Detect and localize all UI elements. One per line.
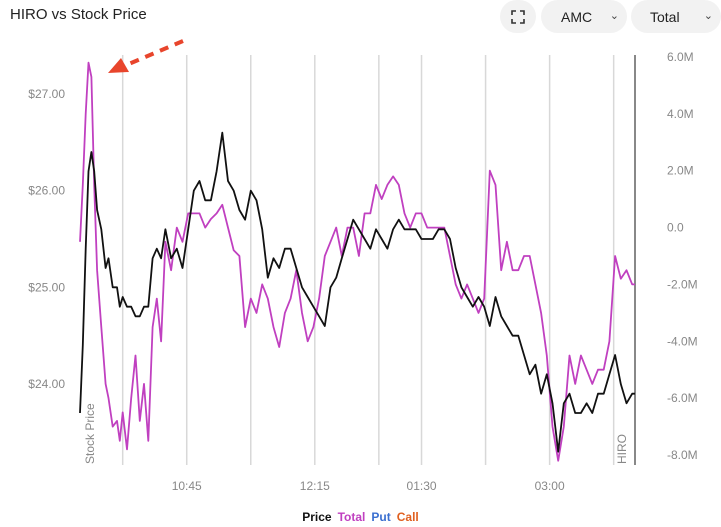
x-tick-label: 01:30 bbox=[407, 479, 437, 493]
legend: Price Total Put Call bbox=[0, 510, 721, 524]
right-axis-label: HIRO bbox=[615, 434, 629, 464]
series-line-price bbox=[79, 131, 635, 453]
ticker-select-value: AMC bbox=[561, 8, 593, 25]
y-right-tick-label: -8.0M bbox=[667, 448, 698, 462]
y-right-tick-label: -2.0M bbox=[667, 277, 698, 291]
ticker-select[interactable]: AMC ⌄ bbox=[541, 0, 627, 33]
x-tick-label: 12:15 bbox=[300, 479, 330, 493]
y-left-ticks: $27.00 $26.00 $25.00 $24.00 bbox=[28, 87, 65, 391]
chevron-down-icon: ⌄ bbox=[609, 10, 619, 22]
legend-item-call[interactable]: Call bbox=[396, 510, 419, 524]
expand-button[interactable] bbox=[500, 0, 536, 33]
x-tick-label: 10:45 bbox=[172, 479, 202, 493]
y-right-ticks: 6.0M 4.0M 2.0M 0.0 -2.0M -4.0M -6.0M -8.0M bbox=[667, 50, 698, 462]
y-left-tick-label: $25.00 bbox=[28, 280, 65, 294]
mode-select[interactable]: Total ⌄ bbox=[631, 0, 721, 33]
y-right-tick-label: -6.0M bbox=[667, 391, 698, 405]
legend-item-put[interactable]: Put bbox=[371, 510, 391, 524]
y-right-tick-label: 6.0M bbox=[667, 50, 694, 64]
chevron-down-icon: ⌄ bbox=[703, 10, 713, 22]
legend-item-total[interactable]: Total bbox=[337, 510, 366, 524]
y-right-tick-label: 2.0M bbox=[667, 164, 694, 178]
x-tick-label: 03:00 bbox=[535, 479, 565, 493]
y-left-tick-label: $24.00 bbox=[28, 377, 65, 391]
y-right-tick-label: 0.0 bbox=[667, 221, 684, 235]
left-axis-label: Stock Price bbox=[83, 403, 97, 464]
y-right-tick-label: -4.0M bbox=[667, 334, 698, 348]
series-line-total bbox=[79, 61, 635, 462]
y-left-tick-label: $26.00 bbox=[28, 184, 65, 198]
y-left-tick-label: $27.00 bbox=[28, 87, 65, 101]
chart-title: HIRO vs Stock Price bbox=[10, 6, 147, 23]
x-ticks: 10:45 12:15 01:30 03:00 bbox=[172, 479, 565, 493]
y-right-tick-label: 4.0M bbox=[667, 107, 694, 121]
expand-icon bbox=[511, 9, 525, 24]
annotation-arrow bbox=[108, 39, 184, 73]
grid-lines bbox=[121, 55, 636, 465]
series-lines bbox=[79, 61, 635, 462]
legend-item-price[interactable]: Price bbox=[302, 510, 332, 524]
mode-select-value: Total bbox=[650, 8, 680, 25]
